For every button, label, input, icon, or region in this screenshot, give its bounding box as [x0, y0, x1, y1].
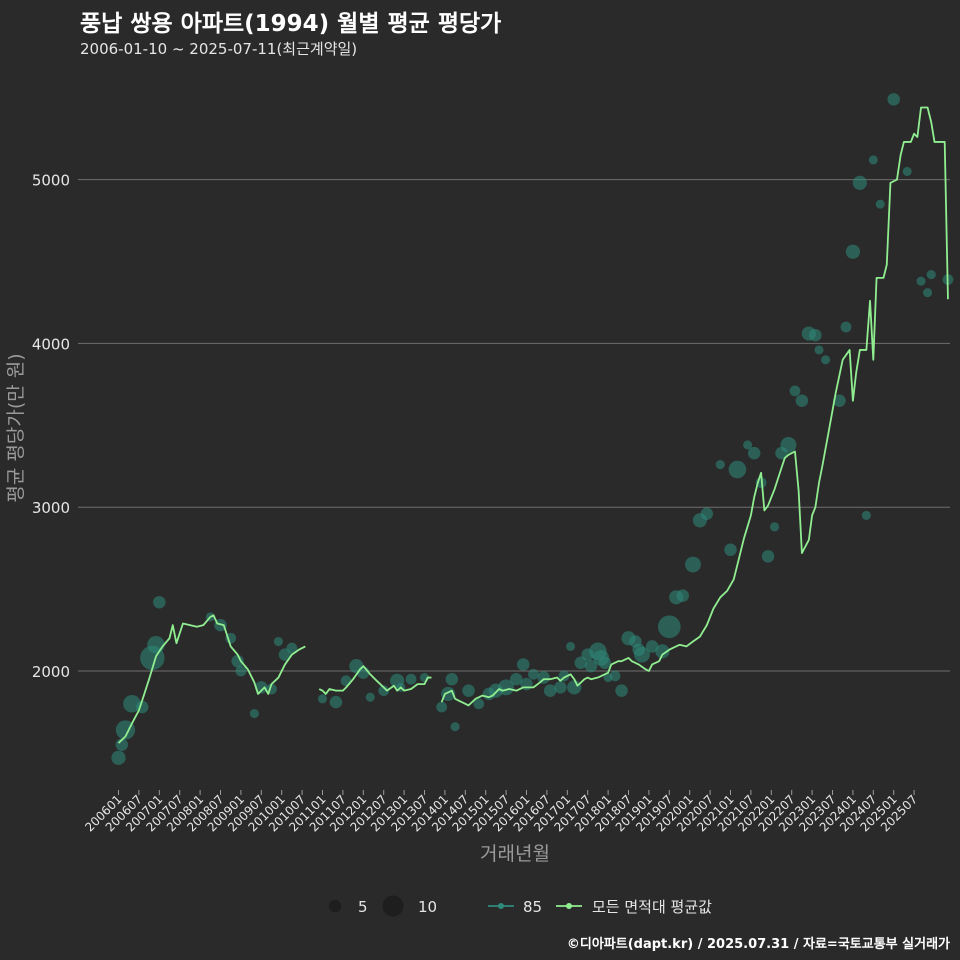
data-point: [115, 738, 129, 751]
data-point: [528, 668, 539, 680]
data-point: [567, 680, 582, 695]
data-point: [584, 659, 598, 673]
data-point: [875, 199, 885, 209]
data-point: [902, 166, 912, 176]
data-point: [728, 460, 747, 479]
data-point: [743, 440, 753, 450]
data-point: [554, 681, 567, 694]
data-point: [537, 671, 550, 684]
chart-title: 풍납 쌍용 아파트(1994) 월별 평균 평당가: [80, 11, 502, 37]
series-line-segment: [440, 106, 949, 707]
data-point: [473, 698, 485, 710]
data-point: [645, 640, 659, 653]
footer-credit: ©디아파트(dapt.kr) / 2025.07.31 / 자료=국토교통부 실…: [566, 937, 950, 952]
data-point: [598, 656, 612, 670]
data-point: [405, 673, 417, 685]
data-point: [566, 641, 576, 651]
data-point: [923, 288, 933, 298]
legend-average-label: 모든 면적대 평균값: [592, 898, 712, 916]
data-point: [685, 556, 701, 573]
series-line-segment: [117, 614, 306, 744]
data-point: [814, 345, 824, 355]
data-point: [700, 507, 714, 521]
y-tick-label: 2000: [32, 663, 70, 681]
data-point: [747, 446, 761, 460]
data-point: [861, 510, 871, 520]
legend-85-label: 85: [523, 898, 542, 916]
data-point: [378, 685, 390, 697]
data-point: [510, 672, 523, 686]
series-line-segment: [318, 665, 432, 695]
y-tick-label: 4000: [32, 335, 70, 353]
data-point: [795, 394, 809, 407]
data-point: [868, 155, 878, 165]
data-point: [916, 276, 926, 286]
y-axis-ticks: 2000 3000 4000 5000: [32, 172, 70, 681]
data-point: [676, 589, 690, 602]
legend-size-large-label: 10: [418, 898, 437, 916]
data-point: [255, 681, 268, 694]
chart-subtitle: 2006-01-10 ~ 2025-07-11(최근계약일): [80, 40, 358, 58]
y-tick-label: 5000: [32, 172, 70, 190]
data-point: [655, 644, 670, 659]
data-point: [770, 522, 780, 532]
data-point: [153, 595, 166, 609]
data-point: [273, 636, 283, 647]
grid-lines: [78, 179, 950, 672]
data-point: [450, 722, 460, 732]
data-point: [657, 615, 681, 639]
legend-85-marker: [498, 903, 504, 909]
data-point: [724, 543, 737, 557]
legend-average-marker: [566, 903, 572, 909]
data-point: [821, 355, 831, 365]
data-point: [249, 709, 259, 719]
data-point: [340, 675, 352, 687]
data-point: [286, 642, 298, 654]
data-point: [634, 646, 650, 663]
data-point: [543, 684, 557, 697]
legend-size-small-label: 5: [358, 898, 368, 916]
data-point: [887, 93, 900, 106]
data-point: [852, 175, 867, 190]
data-point: [845, 244, 861, 259]
data-point: [809, 328, 822, 342]
data-point: [235, 665, 247, 677]
data-point: [231, 654, 244, 668]
data-point: [462, 684, 475, 697]
data-point: [436, 701, 448, 713]
data-point: [840, 321, 852, 333]
y-axis-label: 평균 평당가(만 원): [5, 353, 27, 502]
data-point: [516, 658, 530, 671]
legend-size-small: [328, 899, 342, 913]
data-point: [365, 692, 375, 702]
data-point: [317, 694, 328, 704]
average-line: [117, 106, 949, 744]
data-point: [574, 656, 588, 670]
data-point: [329, 695, 343, 709]
x-axis-label: 거래년월: [480, 843, 550, 865]
data-point: [609, 670, 621, 682]
data-point: [715, 460, 725, 470]
data-point: [761, 550, 775, 563]
data-point: [498, 679, 515, 696]
legend: 5 10 85 모든 면적대 평균값: [328, 895, 712, 917]
data-point: [558, 670, 570, 682]
data-point: [780, 437, 797, 453]
legend-size-large: [382, 895, 404, 917]
data-point: [445, 672, 459, 686]
data-point: [147, 635, 165, 654]
data-point: [926, 270, 936, 280]
x-axis-ticks: 2006012006072007012007072008012008072009…: [82, 790, 920, 835]
y-tick-label: 3000: [32, 499, 70, 517]
data-point: [833, 394, 846, 407]
data-point: [111, 750, 126, 765]
data-point: [789, 385, 801, 397]
scatter-points: [111, 93, 954, 765]
data-point: [615, 684, 628, 697]
